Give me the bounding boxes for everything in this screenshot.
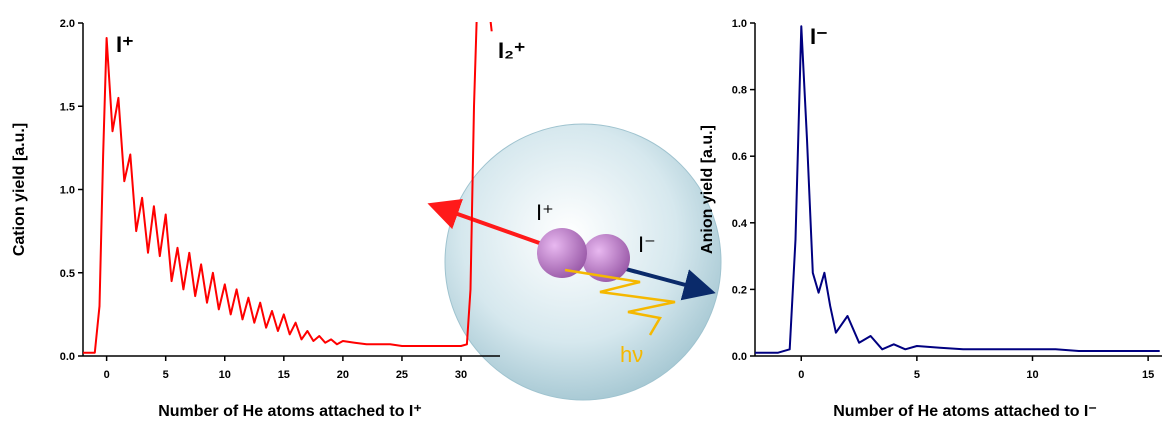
x-tick-label: 25 (396, 369, 408, 381)
x-tick-label: 15 (278, 369, 290, 381)
y-axis-title: Anion yield [a.u.] (699, 125, 716, 254)
x-tick-label: 15 (1142, 369, 1154, 381)
y-tick-label: 0.8 (732, 85, 747, 97)
annotation: I₂⁺ (498, 38, 526, 63)
y-tick-label: 0.5 (60, 268, 75, 280)
x-tick-label: 10 (219, 369, 231, 381)
x-axis-title: Number of He atoms attached to I⁻ (833, 403, 1097, 420)
photon-label: hν (620, 342, 643, 367)
data-line (83, 0, 492, 353)
y-axis-title: Cation yield [a.u.] (11, 123, 28, 256)
annotation: I⁻ (810, 24, 828, 49)
atom (537, 228, 587, 278)
x-tick-label: 10 (1026, 369, 1038, 381)
x-tick-label: 5 (163, 369, 169, 381)
schematic: I⁺ I⁻ hν (435, 124, 721, 400)
cation-label: I⁺ (536, 200, 554, 225)
y-tick-label: 1.0 (732, 18, 747, 30)
x-tick-label: 5 (914, 369, 920, 381)
figure: I⁺ I⁻ hν 0.0 0.5 1.0 1.5 2.0 0 5 10 15 20 25 30 Numb… (0, 0, 1163, 421)
anion-label: I⁻ (638, 232, 656, 257)
annotation: I⁺ (116, 32, 134, 57)
y-tick-label: 1.5 (60, 101, 75, 113)
y-tick-label: 0.2 (732, 284, 747, 296)
x-tick-label: 0 (798, 369, 804, 381)
x-tick-label: 30 (455, 369, 467, 381)
x-tick-label: 20 (337, 369, 349, 381)
y-tick-label: 0.0 (732, 351, 747, 363)
y-tick-label: 0.6 (732, 151, 747, 163)
y-tick-label: 2.0 (60, 18, 75, 30)
data-line (755, 26, 1160, 352)
y-tick-label: 0.0 (60, 351, 75, 363)
x-tick-label: 0 (104, 369, 110, 381)
y-tick-label: 1.0 (60, 185, 75, 197)
y-tick-label: 0.4 (732, 218, 748, 230)
x-axis-title: Number of He atoms attached to I⁺ (158, 403, 422, 420)
